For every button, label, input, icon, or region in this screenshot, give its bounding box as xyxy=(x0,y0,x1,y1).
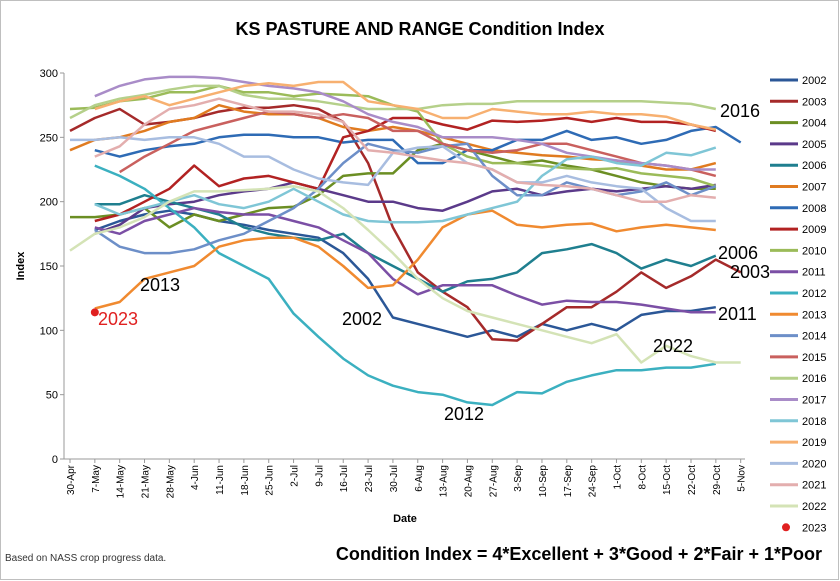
y-tick-label: 150 xyxy=(40,261,58,273)
series-line xyxy=(94,146,717,224)
series-annotation: 2011 xyxy=(718,304,757,324)
x-tick-label: 30-Jul xyxy=(389,465,400,492)
legend-label: 2022 xyxy=(802,501,826,513)
series-line xyxy=(94,80,717,131)
series-line xyxy=(94,97,716,203)
legend-label: 2002 xyxy=(802,75,826,87)
y-tick-label: 300 xyxy=(40,68,58,80)
x-tick-label: 4-Jun xyxy=(190,465,201,490)
x-tick-label: 11-Jun xyxy=(215,465,226,495)
x-tick-label: 3-Sep xyxy=(513,465,524,492)
legend-label: 2023 xyxy=(802,522,826,534)
legend-label: 2008 xyxy=(802,203,826,215)
series-annotation: 2006 xyxy=(718,243,758,263)
x-tick-label: 7-May xyxy=(91,465,102,493)
data-point xyxy=(90,308,99,317)
legend-label: 2007 xyxy=(802,182,826,194)
x-tick-label: 13-Aug xyxy=(439,465,450,497)
x-tick-label: 20-Aug xyxy=(463,465,474,497)
legend-label: 2021 xyxy=(802,480,826,492)
legend-label: 2020 xyxy=(802,458,826,470)
series-annotation: 2022 xyxy=(653,336,693,356)
x-tick-label: 23-Jul xyxy=(364,465,375,492)
series-annotation: 2003 xyxy=(730,262,770,282)
x-tick-label: 17-Sep xyxy=(563,465,574,498)
series-line xyxy=(94,75,716,171)
legend-label: 2004 xyxy=(802,118,826,130)
legend-label: 2019 xyxy=(802,437,826,449)
series-line xyxy=(94,125,742,165)
y-axis-label: Index xyxy=(15,251,27,281)
legend-label: 2005 xyxy=(802,139,826,151)
legend-label: 2009 xyxy=(802,224,826,236)
x-tick-label: 27-Aug xyxy=(488,465,499,497)
series-line xyxy=(94,181,716,235)
legend-label: 2018 xyxy=(802,416,826,428)
x-axis-label: Date xyxy=(393,513,417,525)
formula: Condition Index = 4*Excellent + 3*Good +… xyxy=(336,544,822,564)
series-line xyxy=(70,142,716,229)
x-tick-label: 10-Sep xyxy=(538,465,549,498)
series-line xyxy=(94,116,717,223)
x-tick-label: 28-May xyxy=(165,465,176,498)
y-tick-label: 200 xyxy=(40,197,58,209)
x-tick-label: 15-Oct xyxy=(662,465,673,495)
source-note: Based on NASS crop progress data. xyxy=(5,553,166,564)
x-tick-label: 16-Jul xyxy=(339,465,350,492)
legend-label: 2011 xyxy=(802,267,826,279)
x-tick-label: 8-Oct xyxy=(637,465,648,490)
x-tick-label: 6-Aug xyxy=(414,465,425,492)
x-tick-label: 30-Apr xyxy=(66,464,77,495)
series-line xyxy=(94,209,716,310)
x-tick-label: 25-Jun xyxy=(265,465,276,496)
series-line xyxy=(69,184,741,364)
x-tick-label: 1-Oct xyxy=(612,465,623,490)
series-annotation: 2013 xyxy=(140,275,180,295)
y-tick-label: 100 xyxy=(40,325,58,337)
legend-label: 2015 xyxy=(802,352,826,364)
legend-label: 2014 xyxy=(802,331,826,343)
legend-label: 2006 xyxy=(802,160,826,172)
series-annotation: 2012 xyxy=(444,404,484,424)
x-tick-label: 21-May xyxy=(141,465,152,498)
x-tick-label: 24-Sep xyxy=(588,465,599,498)
x-tick-label: 29-Oct xyxy=(712,465,723,495)
legend-label: 2016 xyxy=(802,373,826,385)
x-tick-label: 2-Jul xyxy=(290,465,301,487)
y-tick-label: 0 xyxy=(52,454,58,466)
legend-label: 2010 xyxy=(802,245,826,257)
legend-swatch xyxy=(782,523,790,532)
legend-label: 2017 xyxy=(802,395,826,407)
x-tick-label: 9-Jul xyxy=(314,465,325,487)
x-tick-label: 5-Nov xyxy=(737,465,748,492)
series-annotation: 2023 xyxy=(98,309,138,329)
legend-label: 2013 xyxy=(802,309,826,321)
series-line xyxy=(69,84,717,120)
x-tick-label: 18-Jun xyxy=(240,465,251,496)
series-annotation: 2016 xyxy=(720,101,760,121)
y-tick-label: 250 xyxy=(40,132,58,144)
x-tick-label: 22-Oct xyxy=(687,465,698,495)
y-tick-label: 50 xyxy=(46,390,58,402)
series-line xyxy=(94,206,716,314)
series-line xyxy=(94,164,716,407)
chart-title: KS PASTURE AND RANGE Condition Index xyxy=(236,19,605,39)
legend-label: 2003 xyxy=(802,96,826,108)
series-line xyxy=(119,110,717,178)
x-tick-label: 14-May xyxy=(116,465,127,498)
legend-label: 2012 xyxy=(802,288,826,300)
series-annotation: 2002 xyxy=(342,309,382,329)
